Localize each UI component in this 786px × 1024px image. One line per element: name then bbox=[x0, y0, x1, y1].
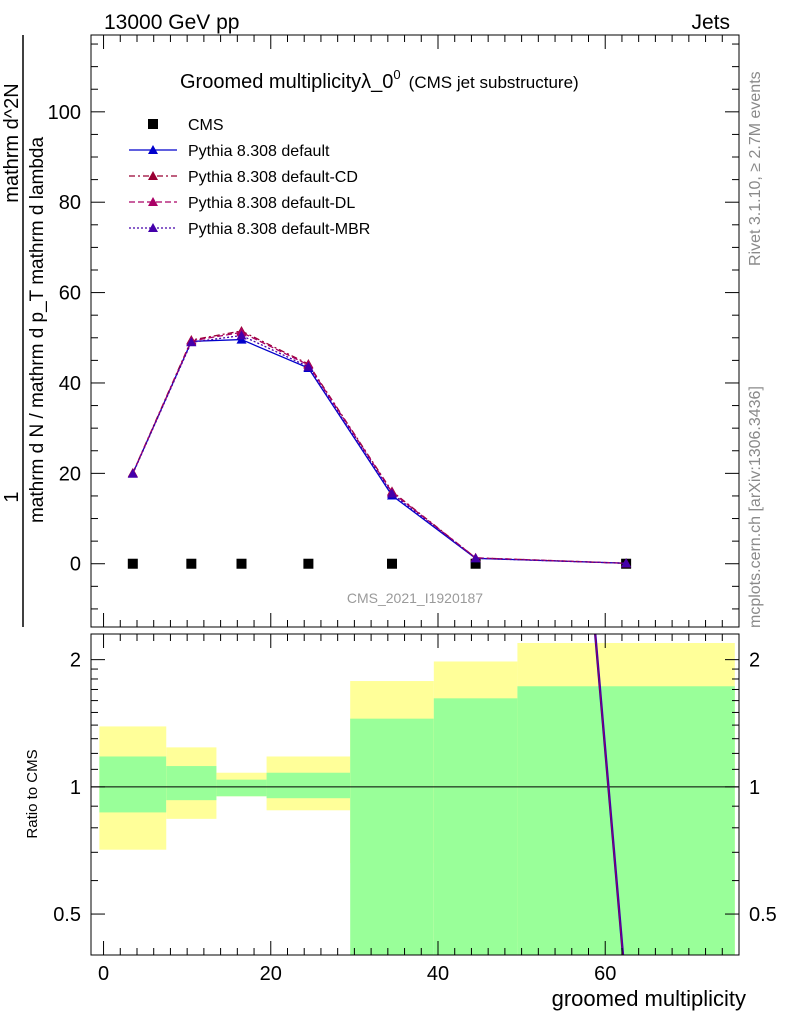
header-left-label: 13000 GeV pp bbox=[104, 11, 239, 34]
cms-data-point bbox=[186, 558, 197, 569]
default-series-line bbox=[132, 338, 627, 564]
y-tick-label: 20 bbox=[59, 463, 81, 485]
mbr-series-marker bbox=[127, 468, 138, 478]
legend-label: Pythia 8.308 default-DL bbox=[188, 195, 355, 212]
y-axis-label-top: 1 bbox=[1, 491, 23, 502]
ratio-band-inner bbox=[99, 756, 167, 813]
ratio-band-inner bbox=[517, 686, 735, 955]
ratio-bands bbox=[99, 642, 735, 955]
x-tick-label: 60 bbox=[594, 963, 616, 985]
ratio-band-inner bbox=[350, 718, 434, 955]
ratio-band-inner bbox=[266, 772, 351, 799]
y-axis-label-2: mathrm d^2N bbox=[1, 83, 23, 202]
ratio-plot: 0.5 0.51 12 20 20 40 60 Ratio to CMS groomed m… bbox=[24, 633, 777, 1011]
mbr-series-line bbox=[132, 334, 627, 564]
ratio-y-label: Ratio to CMS bbox=[24, 749, 41, 838]
cd-series-line bbox=[132, 330, 627, 564]
main-ticks: 0 20 40 60 80 100 bbox=[48, 35, 739, 627]
watermark-label: CMS_2021_I1920187 bbox=[347, 590, 483, 606]
main-plot-frame bbox=[90, 34, 740, 628]
legend-label: Pythia 8.308 default-CD bbox=[188, 169, 358, 186]
cms-data-point bbox=[470, 558, 481, 569]
plot-subtitle: (CMS jet substructure) bbox=[409, 73, 579, 92]
mbr-series-marker bbox=[621, 558, 632, 568]
ratio-y-tick-label: 1 bbox=[70, 777, 81, 799]
mbr-series-marker bbox=[236, 330, 247, 340]
cms-data-point bbox=[387, 558, 398, 569]
plot-title-superscript: 0 bbox=[393, 67, 400, 82]
mbr-series-marker bbox=[470, 553, 481, 563]
mbr-ratio-line bbox=[595, 634, 625, 955]
x-tick-label: 20 bbox=[260, 963, 282, 985]
cms-data-point bbox=[127, 558, 138, 569]
ratio-band-inner bbox=[166, 766, 217, 801]
plot-title-main: Groomed multiplicityλ_0 bbox=[180, 71, 393, 93]
cms-data-point bbox=[303, 558, 314, 569]
ratio-band-inner bbox=[433, 698, 518, 955]
x-tick-label: 0 bbox=[98, 963, 109, 985]
mbr-series-marker bbox=[387, 488, 398, 498]
y-tick-label: 40 bbox=[59, 373, 81, 395]
main-series bbox=[127, 326, 632, 569]
legend: CMS Pythia 8.308 default Pythia 8.308 defa… bbox=[129, 117, 370, 238]
y-axis-label-3: mathrm d N / mathrm d p_T mathrm d lambd… bbox=[27, 137, 48, 524]
ratio-y-tick-label: 0.5 bbox=[53, 904, 81, 926]
ratio-band-inner bbox=[216, 779, 267, 797]
y-tick-label: 60 bbox=[59, 283, 81, 305]
header-right-label: Jets bbox=[691, 11, 730, 34]
legend-marker bbox=[148, 223, 158, 232]
ratio-y-tick-label: 2 bbox=[70, 650, 81, 672]
mbr-series-marker bbox=[303, 361, 314, 371]
ratio-y-tick-label-right: 1 bbox=[749, 777, 760, 799]
dl-series-line bbox=[132, 331, 627, 564]
x-axis-label: groomed multiplicity bbox=[552, 986, 746, 1011]
ratio-lines bbox=[594, 634, 625, 955]
y-tick-label: 100 bbox=[48, 102, 81, 124]
mbr-series-marker bbox=[186, 337, 197, 347]
rivet-version-label: Rivet 3.1.10, ≥ 2.7M events bbox=[747, 71, 764, 266]
cms-data-point bbox=[236, 558, 247, 569]
legend-marker bbox=[148, 145, 158, 154]
y-tick-label: 80 bbox=[59, 192, 81, 214]
plot-title: Groomed multiplicityλ_00 (CMS jet substru… bbox=[180, 67, 579, 93]
ratio-plot-frame bbox=[90, 633, 740, 956]
legend-label: CMS bbox=[188, 117, 224, 134]
legend-marker bbox=[148, 171, 158, 180]
x-tick-label: 40 bbox=[427, 963, 449, 985]
legend-label: Pythia 8.308 default bbox=[188, 143, 330, 160]
mcplots-label: mcplots.cern.ch [arXiv:1306.3436] bbox=[747, 386, 764, 628]
legend-marker bbox=[148, 197, 158, 206]
ratio-y-tick-label-right: 0.5 bbox=[749, 904, 777, 926]
y-tick-label: 0 bbox=[70, 554, 81, 576]
ratio-y-tick-label-right: 2 bbox=[749, 650, 760, 672]
ratio-ticks: 0.5 0.51 12 20 20 40 60 bbox=[53, 634, 777, 985]
legend-marker bbox=[148, 119, 158, 129]
legend-label: Pythia 8.308 default-MBR bbox=[188, 221, 370, 238]
